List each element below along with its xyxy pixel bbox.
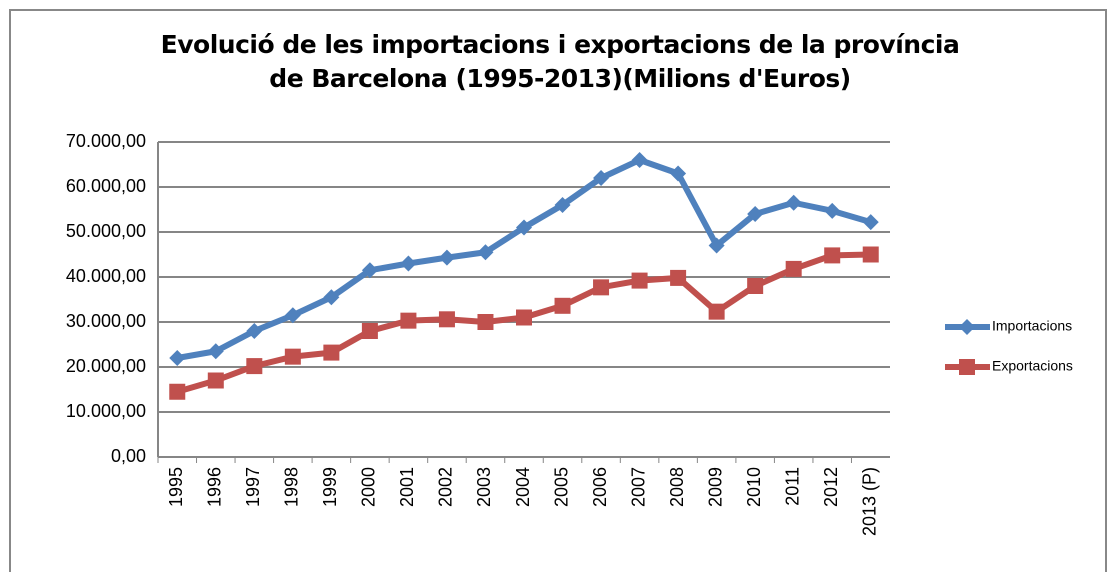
marker bbox=[207, 343, 224, 360]
marker bbox=[554, 197, 571, 213]
x-tick-label: 1996 bbox=[205, 467, 225, 507]
x-tick-label: 2006 bbox=[590, 467, 610, 507]
x-tick-label: 1995 bbox=[166, 467, 186, 507]
marker bbox=[631, 152, 648, 168]
marker bbox=[593, 170, 610, 186]
marker bbox=[246, 358, 263, 375]
x-tick-label: 2003 bbox=[474, 467, 494, 507]
x-tick-label: 2001 bbox=[397, 467, 417, 507]
y-tick-label: 50.000,00 bbox=[66, 221, 146, 241]
marker bbox=[438, 249, 455, 266]
marker bbox=[516, 219, 532, 236]
marker bbox=[516, 309, 532, 326]
marker bbox=[477, 314, 494, 330]
marker bbox=[246, 323, 263, 339]
x-tick-label: 2009 bbox=[705, 467, 725, 507]
y-tick-label: 30.000,00 bbox=[66, 311, 146, 331]
marker bbox=[361, 323, 378, 339]
x-tick-label: 2000 bbox=[359, 467, 379, 507]
marker bbox=[747, 206, 764, 222]
x-tick-label: 2005 bbox=[551, 467, 571, 507]
x-tick-label: 2011 bbox=[782, 467, 802, 506]
chart-title: Evolució de les importacions i exportaci… bbox=[160, 30, 960, 93]
marker bbox=[400, 255, 417, 272]
marker bbox=[959, 359, 975, 375]
marker bbox=[554, 297, 571, 314]
legend-label: Importacions bbox=[992, 318, 1072, 334]
marker bbox=[862, 214, 879, 231]
marker bbox=[862, 246, 879, 263]
marker bbox=[670, 269, 687, 286]
x-tick-label: 2012 bbox=[821, 467, 841, 507]
x-tick-label: 2004 bbox=[513, 467, 533, 507]
y-tick-label: 0,00 bbox=[111, 446, 146, 466]
marker bbox=[169, 350, 186, 366]
marker bbox=[477, 244, 494, 261]
marker bbox=[207, 372, 224, 389]
marker bbox=[631, 272, 648, 289]
marker bbox=[708, 237, 725, 254]
x-tick-label: 2007 bbox=[628, 467, 648, 507]
marker bbox=[747, 278, 764, 294]
marker bbox=[169, 383, 186, 400]
x-tick-label: 1998 bbox=[282, 467, 302, 507]
marker bbox=[670, 165, 687, 182]
marker bbox=[284, 348, 301, 365]
y-tick-label: 40.000,00 bbox=[66, 266, 146, 286]
marker bbox=[323, 289, 340, 306]
marker bbox=[400, 312, 417, 329]
marker bbox=[785, 260, 802, 277]
y-tick-label: 60.000,00 bbox=[66, 176, 146, 196]
marker bbox=[284, 307, 301, 324]
marker bbox=[361, 262, 378, 279]
marker bbox=[593, 279, 610, 296]
x-tick-label: 1997 bbox=[243, 467, 263, 507]
x-tick-label: 2008 bbox=[667, 467, 687, 507]
x-tick-label: 1999 bbox=[320, 467, 340, 507]
marker bbox=[323, 344, 340, 361]
x-tick-label: 2010 bbox=[744, 467, 764, 507]
y-tick-label: 70.000,00 bbox=[66, 131, 146, 151]
y-tick-label: 20.000,00 bbox=[66, 356, 146, 376]
marker bbox=[959, 319, 975, 335]
x-tick-label: 2013 (P) bbox=[859, 467, 879, 536]
y-tick-label: 10.000,00 bbox=[66, 401, 146, 421]
marker bbox=[438, 311, 455, 328]
legend-label: Exportacions bbox=[992, 358, 1073, 374]
marker bbox=[785, 194, 802, 211]
marker bbox=[824, 202, 841, 219]
chart-border bbox=[9, 9, 1107, 572]
marker bbox=[708, 303, 725, 320]
marker bbox=[824, 247, 841, 264]
x-tick-label: 2002 bbox=[436, 467, 456, 507]
